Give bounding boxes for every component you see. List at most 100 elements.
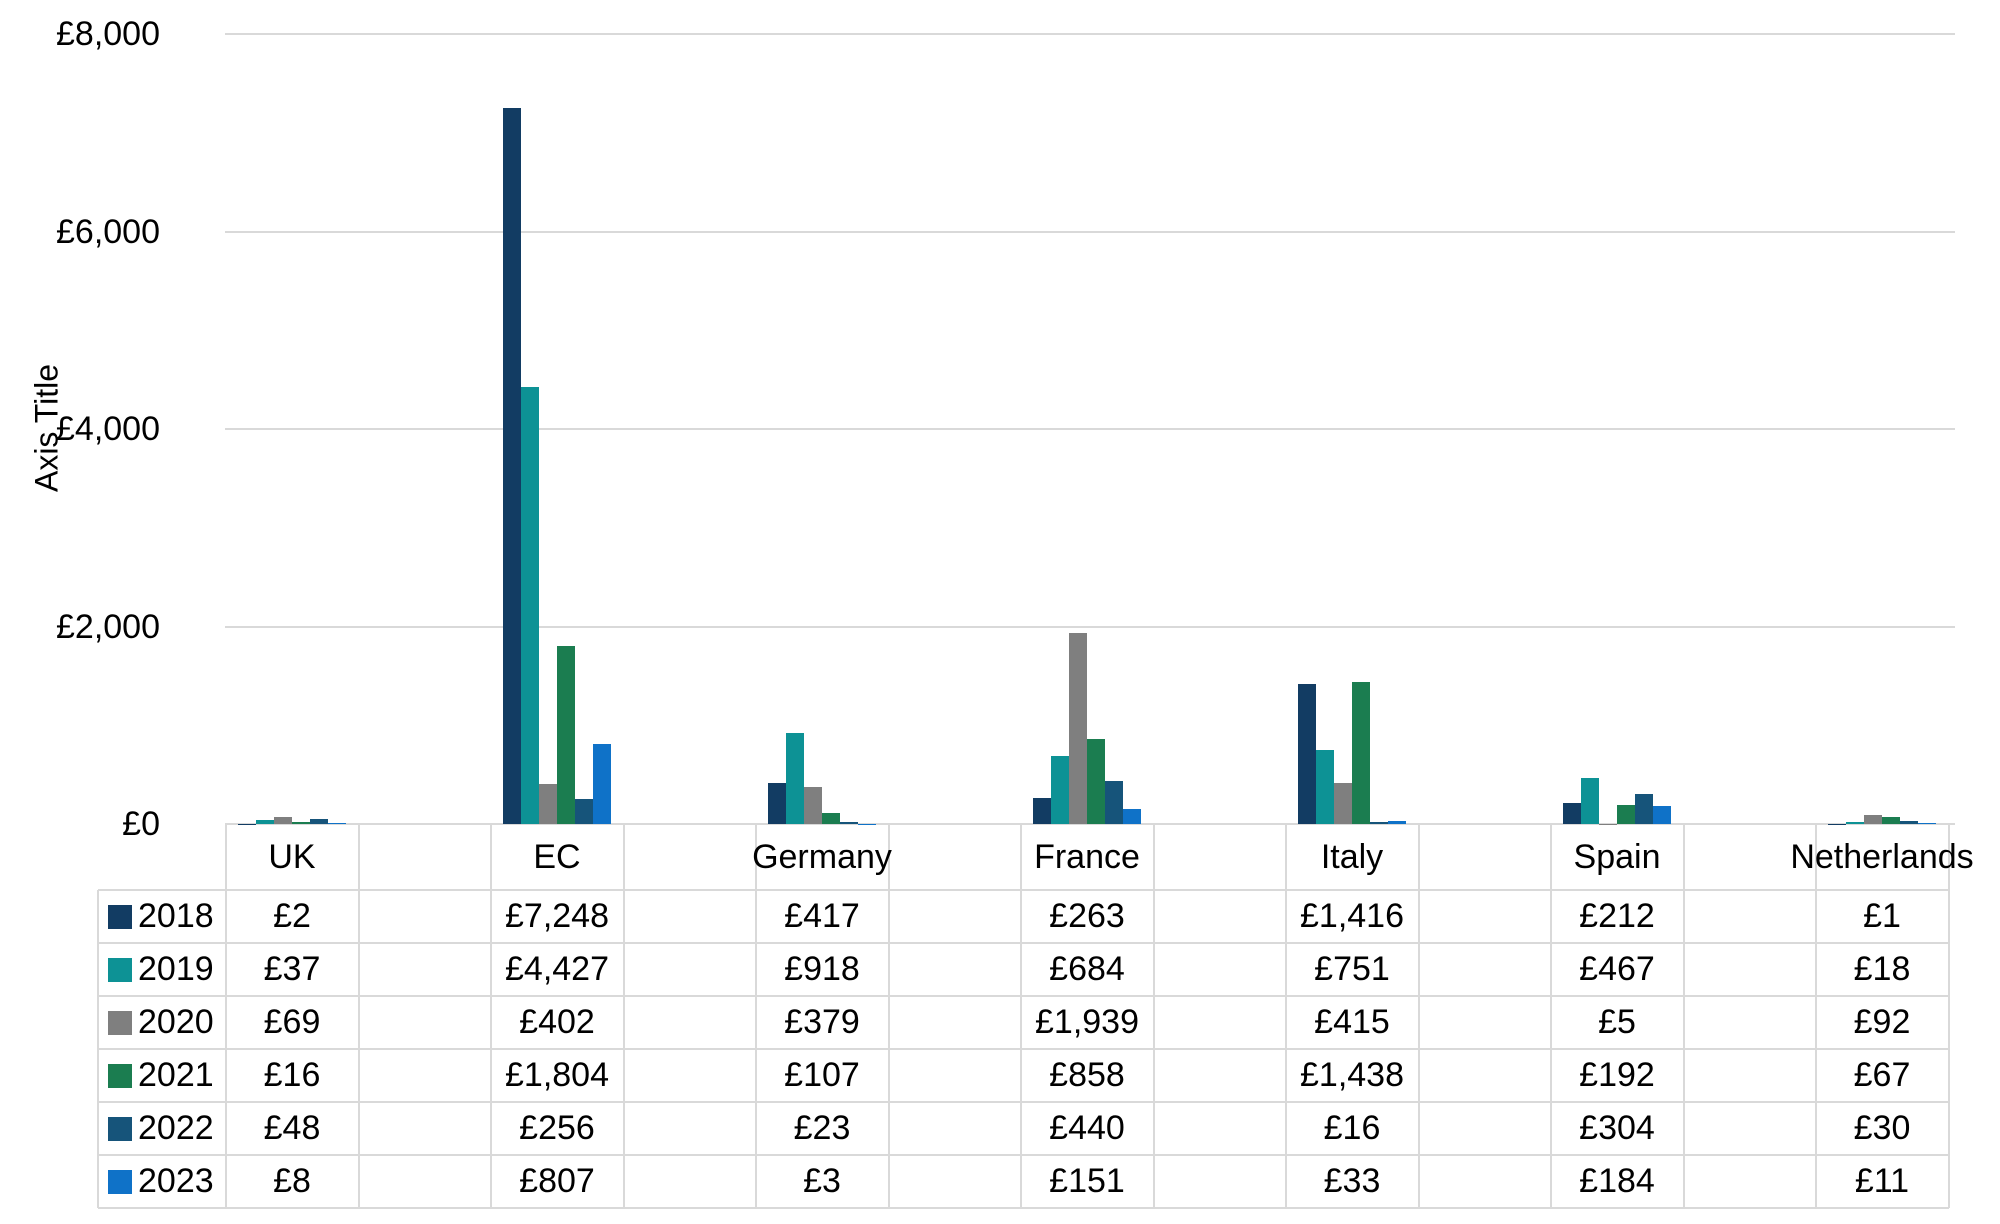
table-cell-2018-uk: £2 <box>273 897 311 935</box>
table-row-border <box>98 1048 1949 1050</box>
bar-2020-UK <box>274 817 292 824</box>
bar-2019-Netherlands <box>1846 822 1864 824</box>
table-cell-2021-france: £858 <box>1049 1056 1125 1094</box>
category-cell-border <box>489 824 492 890</box>
bar-2018-Germany <box>768 782 786 824</box>
legend-year-2021: 2021 <box>138 1056 214 1094</box>
category-label-italy: Italy <box>1320 838 1384 876</box>
table-column-border <box>1814 890 1817 1208</box>
table-cell-2023-italy: £33 <box>1323 1162 1381 1200</box>
table-column-border <box>1947 890 1950 1208</box>
table-cell-2022-france: £440 <box>1049 1109 1125 1147</box>
bar-2019-France <box>1051 756 1069 824</box>
table-column-border <box>97 890 99 1208</box>
table-cell-2021-netherlands: £67 <box>1853 1056 1911 1094</box>
bar-2019-EC <box>521 386 539 824</box>
gridline <box>225 230 1955 233</box>
table-column-border <box>887 890 890 1208</box>
bar-2022-France <box>1105 780 1123 824</box>
table-cell-2021-ec: £1,804 <box>505 1056 609 1094</box>
bar-2019-UK <box>256 820 274 824</box>
category-cell-border <box>1682 824 1685 890</box>
bar-2018-Italy <box>1298 684 1316 824</box>
bar-2023-Netherlands <box>1918 822 1936 824</box>
legend-year-2022: 2022 <box>138 1109 214 1147</box>
bar-2018-EC <box>503 108 521 824</box>
bar-2020-Netherlands <box>1864 814 1882 824</box>
table-cell-2019-uk: £37 <box>263 950 321 988</box>
gridline <box>225 625 1955 628</box>
table-column-border <box>224 890 227 1208</box>
table-cell-2019-spain: £467 <box>1579 950 1655 988</box>
bar-2022-Netherlands <box>1900 821 1918 824</box>
bar-2023-France <box>1123 809 1141 824</box>
table-cell-2023-germany: £3 <box>803 1162 841 1200</box>
category-label-netherlands: Netherlands <box>1790 838 1974 876</box>
table-cell-2019-france: £684 <box>1049 950 1125 988</box>
legend-swatch-2020 <box>108 1010 132 1035</box>
table-cell-2019-ec: £4,427 <box>505 950 609 988</box>
table-row-border <box>98 1154 1949 1156</box>
category-cell-border <box>1152 824 1155 890</box>
table-cell-2022-spain: £304 <box>1579 1109 1655 1147</box>
table-cell-2020-italy: £415 <box>1314 1003 1390 1041</box>
y-tick-label: £2,000 <box>56 607 160 646</box>
table-cell-2020-uk: £69 <box>263 1003 321 1041</box>
bar-2022-Germany <box>840 821 858 824</box>
table-cell-2018-france: £263 <box>1049 897 1125 935</box>
table-row-border <box>98 995 1949 997</box>
table-column-border <box>754 890 757 1208</box>
category-cell-border <box>622 824 625 890</box>
table-cell-2020-ec: £402 <box>519 1003 595 1041</box>
bar-2021-EC <box>557 645 575 824</box>
bar-2021-France <box>1087 739 1105 824</box>
category-cell-border <box>1947 824 1950 890</box>
bar-2019-Spain <box>1581 777 1599 824</box>
table-cell-2018-ec: £7,248 <box>505 897 609 935</box>
table-cell-2020-netherlands: £92 <box>1853 1003 1911 1041</box>
legend-swatch-2021 <box>108 1063 132 1088</box>
table-cell-2021-italy: £1,438 <box>1300 1056 1404 1094</box>
bar-2021-Germany <box>822 813 840 824</box>
legend-swatch-2022 <box>108 1116 132 1141</box>
bar-2023-Italy <box>1388 820 1406 824</box>
table-cell-2018-germany: £417 <box>784 897 860 935</box>
bar-2023-UK <box>328 823 346 824</box>
legend-swatch-2018 <box>108 904 132 929</box>
table-cell-2021-spain: £192 <box>1579 1056 1655 1094</box>
table-cell-2023-spain: £184 <box>1579 1162 1655 1200</box>
table-row-border <box>98 1101 1949 1103</box>
bar-2021-UK <box>292 822 310 824</box>
category-cell-border <box>224 824 227 890</box>
table-column-border <box>1549 890 1552 1208</box>
table-column-border <box>1284 890 1287 1208</box>
table-column-border <box>489 890 492 1208</box>
y-tick-label: £8,000 <box>56 15 160 53</box>
bar-2022-UK <box>310 819 328 824</box>
table-row-border <box>98 1207 1949 1209</box>
table-cell-2023-ec: £807 <box>519 1162 595 1200</box>
table-cell-2021-uk: £16 <box>263 1056 321 1094</box>
table-cell-2021-germany: £107 <box>784 1056 860 1094</box>
table-cell-2023-uk: £8 <box>273 1162 311 1200</box>
table-cell-2023-france: £151 <box>1049 1162 1125 1200</box>
bar-2020-Germany <box>804 786 822 824</box>
bar-2020-France <box>1069 632 1087 824</box>
table-column-border <box>1682 890 1685 1208</box>
legend-year-2023: 2023 <box>138 1162 214 1200</box>
bar-2021-Netherlands <box>1882 817 1900 824</box>
bar-2022-Spain <box>1635 793 1653 824</box>
bar-2018-France <box>1033 798 1051 824</box>
table-column-border <box>357 890 360 1208</box>
category-label-france: France <box>1034 838 1140 876</box>
legend-swatch-2023 <box>108 1169 132 1194</box>
legend-year-2019: 2019 <box>138 950 214 988</box>
gridline <box>225 33 1955 35</box>
table-row-border <box>98 942 1949 944</box>
category-cell-border <box>357 824 360 890</box>
y-tick-label: £0 <box>122 805 160 843</box>
table-cell-2020-germany: £379 <box>784 1003 860 1041</box>
bar-2022-EC <box>575 798 593 824</box>
table-column-border <box>622 890 625 1208</box>
table-cell-2018-spain: £212 <box>1579 897 1655 935</box>
